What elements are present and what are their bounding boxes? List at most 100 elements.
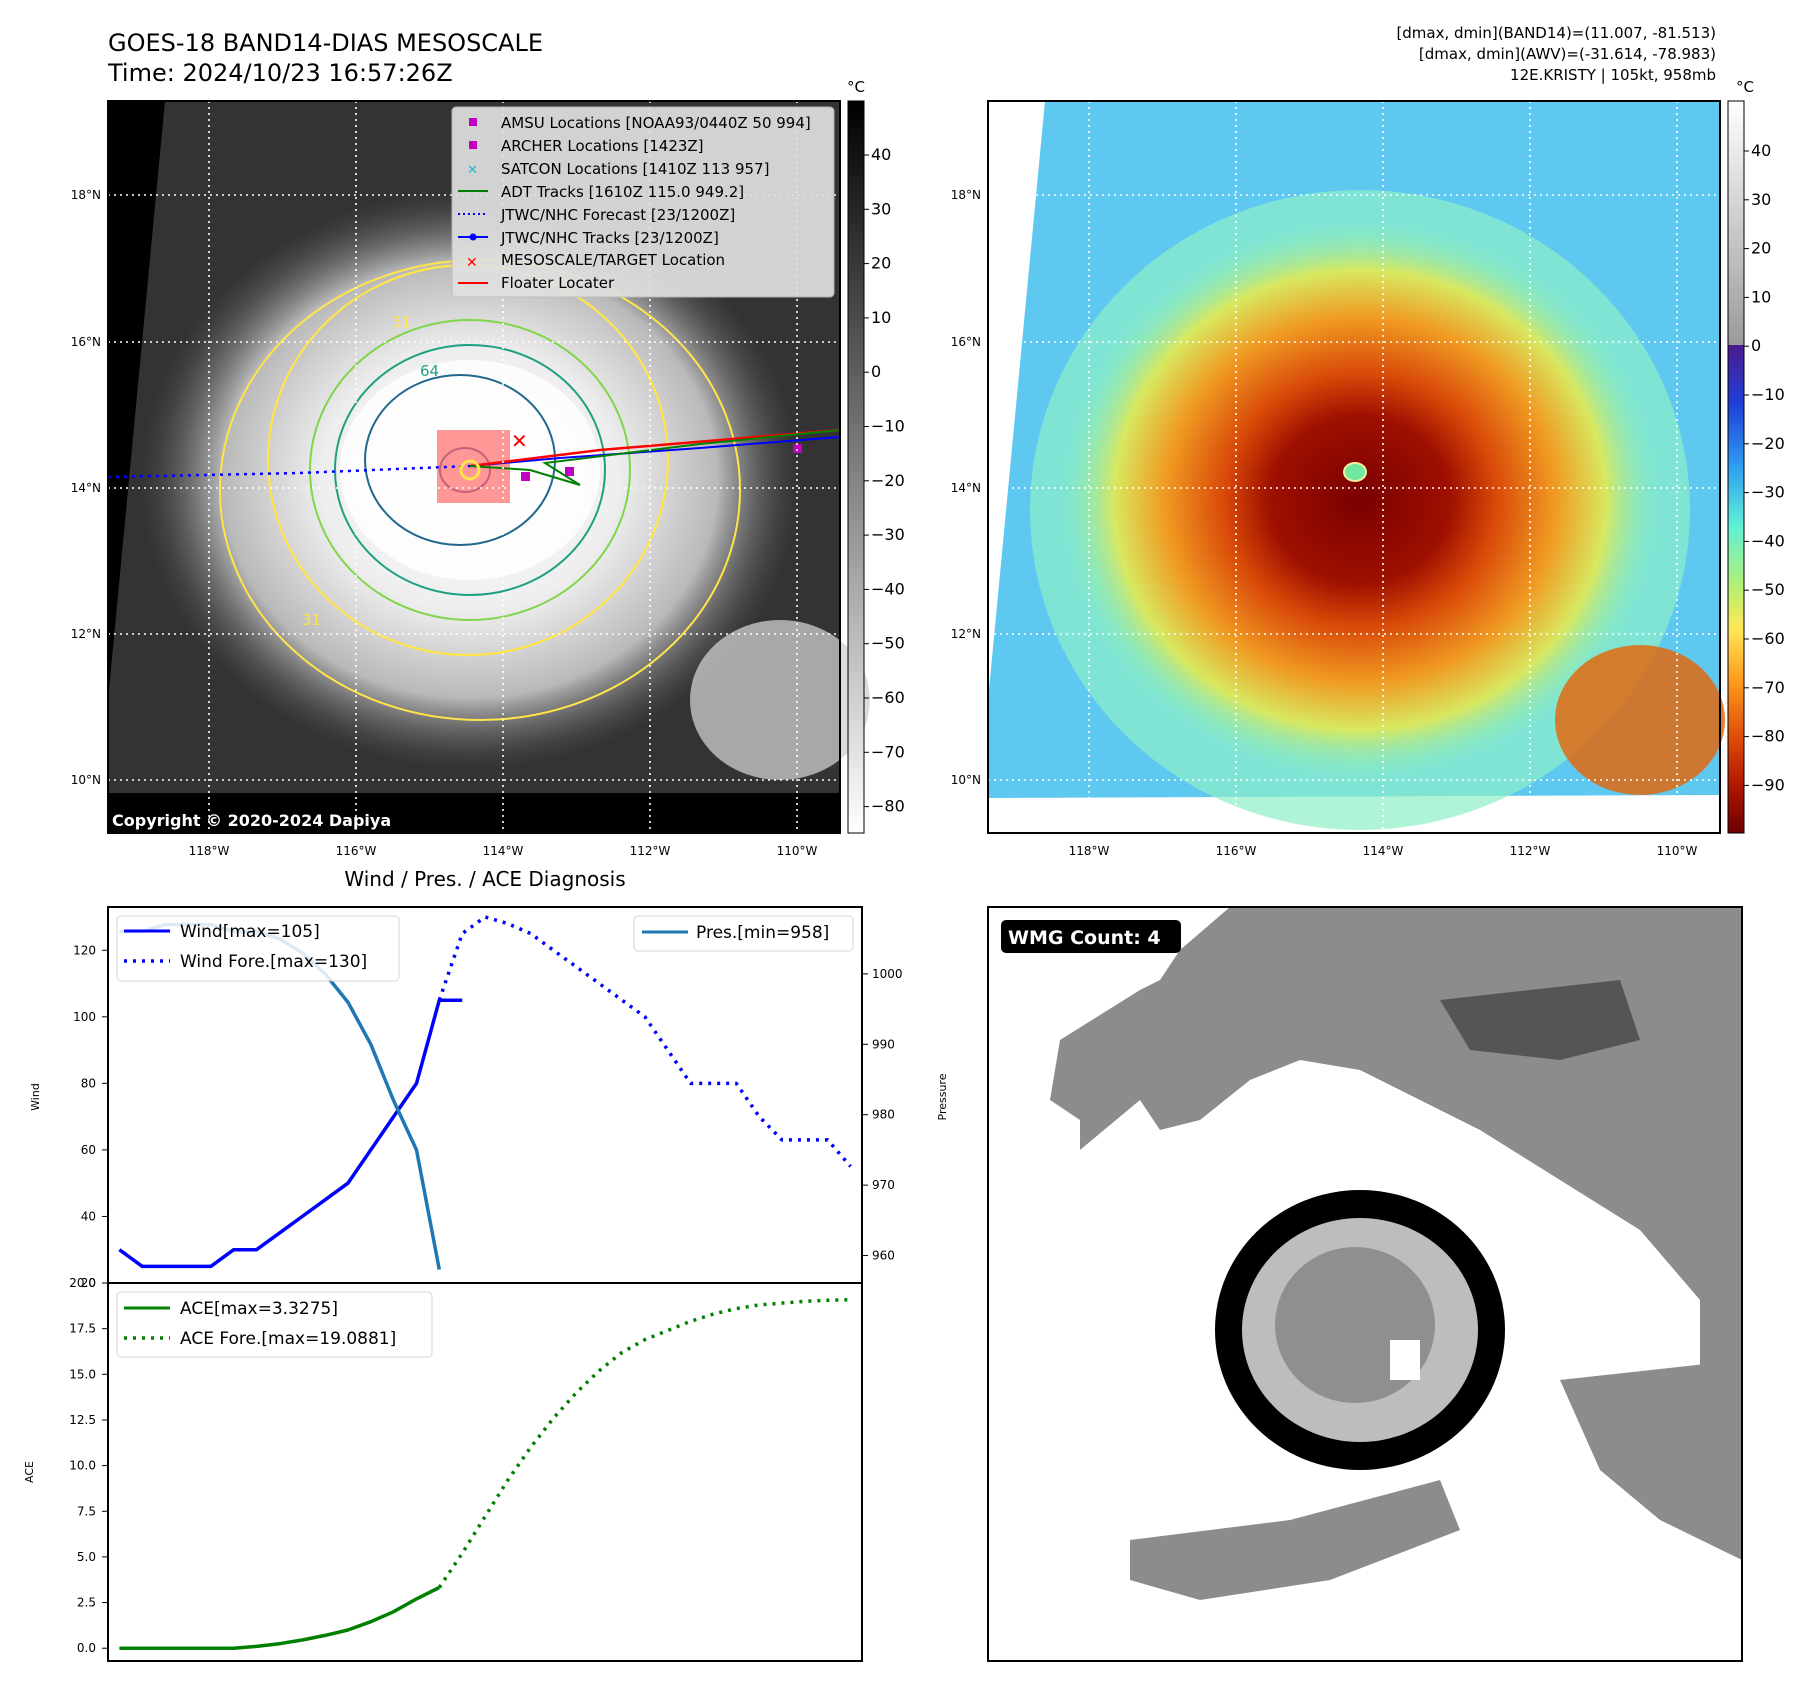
info-storm: 12E.KRISTY | 105kt, 958mb (1510, 66, 1716, 84)
wind-ytick-label: 120 (73, 943, 96, 957)
color-lon-114: 114°W (1363, 844, 1404, 858)
wmg-count-badge (1001, 920, 1181, 953)
wind-pressure-panel: Wind / Pres. / ACE Diagnosis 20 40 60 80 100… (29, 867, 949, 1290)
ir-lon-110: 110°W (777, 844, 818, 858)
color-colorbar-label: −30 (1751, 483, 1785, 502)
legend-floater: Floater Locater (501, 274, 615, 292)
color-colorbar-label: 40 (1751, 141, 1771, 160)
ace-panel: 0.0 2.5 5.0 7.5 10.0 12.5 15.0 17.5 20.0 ACE ACE… (23, 1276, 863, 1662)
color-lat-10: 10°N (951, 773, 981, 787)
wmg-eye-clear (1390, 1340, 1420, 1380)
ir-lon-114: 114°W (483, 844, 524, 858)
ir-map-nodata-left (108, 101, 165, 700)
gray-colorbar-label: −70 (871, 742, 905, 761)
wind-ylabel: Wind (29, 1083, 42, 1111)
gray-colorbar-label: −60 (871, 688, 905, 707)
pressure-legend: Pres.[min=958] (633, 915, 854, 952)
diagnosis-title: Wind / Pres. / ACE Diagnosis (344, 867, 625, 891)
ir-lat-10: 10°N (71, 773, 101, 787)
ace-legend-observed: ACE[max=3.3275] (180, 1299, 338, 1319)
figure-title: GOES-18 BAND14-DIAS MESOSCALE (108, 29, 543, 57)
info-band14: [dmax, dmin](BAND14)=(11.007, -81.513) (1396, 24, 1716, 42)
gray-colorbar-label: 10 (871, 308, 891, 327)
wind-ytick-label: 60 (81, 1143, 96, 1157)
color-colorbar-label: 20 (1751, 239, 1771, 258)
wind-ytick-label: 100 (73, 1010, 96, 1024)
ace-ytick-label: 20.0 (69, 1276, 96, 1290)
legend-satcon-symbol: ✕ (467, 163, 478, 178)
legend-target: MESOSCALE/TARGET Location (501, 251, 725, 269)
color-colorbar-label: −80 (1751, 727, 1785, 746)
gray-colorbar-label: −40 (871, 579, 905, 598)
ace-ytick-label: 17.5 (69, 1322, 96, 1336)
contour-label-2: 64 (420, 362, 439, 380)
ace-series-0-line (119, 1585, 441, 1650)
adt-track (469, 429, 841, 486)
gray-colorbar-label: −80 (871, 797, 905, 816)
gray-colorbar-label: 30 (871, 199, 891, 218)
pressure-ytick-label: 990 (872, 1037, 895, 1051)
color-lon-118: 118°W (1069, 844, 1110, 858)
ace-ytick-label: 10.0 (69, 1459, 96, 1473)
color-colorbar-label: 30 (1751, 190, 1771, 209)
ir-lat-12: 12°N (71, 627, 101, 641)
contour-label-3: 31 (302, 611, 321, 629)
color-lat-18: 18°N (951, 188, 981, 202)
series-1-line (437, 915, 852, 1168)
gray-colorbar-label: −30 (871, 525, 905, 544)
color-eye (1343, 462, 1367, 482)
color-colorbar-label: −90 (1751, 775, 1785, 794)
color-outer-band (1555, 645, 1725, 795)
color-colorbar: °C 40 30 20 10 0 −10 −20 −30 −40 −50 −60 −70 −80 −90 (1727, 78, 1785, 834)
pressure-ytick-label: 960 (872, 1249, 895, 1263)
gray-colorbar-label: −10 (871, 417, 905, 436)
color-colorbar-label: −50 (1751, 580, 1785, 599)
wmg-dark-patch (1440, 980, 1640, 1060)
color-colorbar-label: −10 (1751, 385, 1785, 404)
contour-label-1: 31 (392, 313, 411, 331)
wmg-gray-region-right (1560, 1360, 1742, 1560)
ace-ytick-label: 5.0 (77, 1550, 96, 1564)
color-colorbar-label: 0 (1751, 336, 1761, 355)
legend-satcon: SATCON Locations [1410Z 113 957] (501, 160, 769, 178)
contour-blue (364, 374, 556, 546)
figure-time: Time: 2024/10/23 16:57:26Z (107, 59, 453, 87)
ir-lat-14: 14°N (71, 481, 101, 495)
legend-amsu: AMSU Locations [NOAA93/0440Z 50 994] (501, 114, 811, 132)
color-lon-112: 112°W (1510, 844, 1551, 858)
color-storm (1060, 220, 1660, 780)
forecast-track (107, 464, 471, 479)
copyright: Copyright © 2020-2024 Dapiya (112, 811, 391, 830)
wmg-gray-region-bottom (1130, 1480, 1460, 1600)
ir-map-nodata-bottom (108, 793, 840, 833)
archer-marker-2 (793, 444, 802, 453)
color-map-panel: 18°N 16°N 14°N 12°N 10°N 118°W 116°W 114… (951, 100, 1725, 858)
gray-colorbar-unit: °C (847, 78, 865, 96)
color-colorbar-label: −70 (1751, 678, 1785, 697)
legend-adt: ADT Tracks [1610Z 115.0 949.2] (501, 183, 744, 201)
archer-marker (521, 472, 530, 481)
wind-legend: Wind[max=105] Wind Fore.[max=130] (116, 915, 400, 982)
wmg-panel: WMG Count: 4 (987, 906, 1743, 1662)
series-0-line (118, 998, 463, 1269)
wmg-count-label: WMG Count: 4 (1008, 927, 1161, 949)
ir-map-frame (107, 100, 841, 834)
pressure-ytick-label: 1000 (872, 967, 903, 981)
ir-lon-labels: 118°W 116°W 114°W 112°W 110°W (189, 844, 818, 858)
wind-legend-forecast: Wind Fore.[max=130] (180, 952, 367, 972)
amsu-marker (565, 467, 574, 476)
ace-ytick-label: 15.0 (69, 1367, 96, 1381)
wind-ytick-label: 20 (81, 1276, 96, 1290)
pressure-ylabel: Pressure (936, 1073, 949, 1120)
storm-center (459, 459, 481, 481)
color-map-frame (987, 100, 1721, 834)
ace-legend: ACE[max=3.3275] ACE Fore.[max=19.0881] (116, 1291, 433, 1358)
wind-ytick-label: 80 (81, 1076, 96, 1090)
ir-outer-band (690, 620, 870, 780)
legend-archer: ARCHER Locations [1423Z] (501, 137, 704, 155)
ir-lon-118: 118°W (189, 844, 230, 858)
gray-colorbar: °C 40 30 20 10 0 −10 −20 −30 −40 −50 −60 −70 −80 (847, 78, 905, 834)
color-colorbar-unit: °C (1736, 78, 1754, 96)
color-lat-16: 16°N (951, 335, 981, 349)
ace-ylabel: ACE (23, 1461, 36, 1483)
